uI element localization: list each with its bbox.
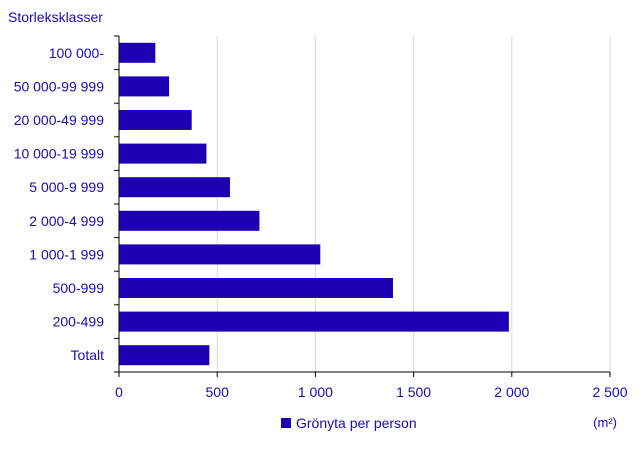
bar	[119, 244, 321, 265]
category-label: 1 000-1 999	[29, 246, 104, 262]
legend-label: Grönyta per person	[296, 415, 417, 431]
bar	[119, 210, 260, 231]
bar	[119, 278, 393, 298]
category-label: 5 000-9 999	[29, 179, 104, 195]
legend-swatch	[281, 418, 291, 428]
unit-label: (m²)	[593, 415, 617, 430]
category-label: 200-499	[53, 314, 105, 330]
bar	[119, 177, 230, 198]
chart-title: Storleksklasser	[8, 9, 103, 25]
category-label: 50 000-99 999	[14, 78, 105, 94]
category-label: 20 000-49 999	[14, 112, 105, 128]
category-label: Totalt	[71, 347, 105, 363]
bar	[119, 110, 192, 130]
axes: 0 500 1 000 1 500 2 000 2 500 100 000- 50 000-9…	[14, 35, 628, 400]
category-label: 10 000-19 999	[14, 146, 105, 162]
bar	[119, 76, 170, 97]
x-tick-label: 1 500	[396, 384, 431, 400]
bar	[119, 42, 156, 63]
x-tick-label: 2 500	[592, 384, 627, 400]
category-label: 100 000-	[49, 45, 105, 61]
x-tick-label: 500	[206, 384, 230, 400]
category-label: 2 000-4 999	[29, 213, 104, 229]
bar	[119, 345, 210, 366]
category-label: 500-999	[53, 280, 105, 296]
x-tick-label: 2 000	[494, 384, 529, 400]
x-tick-label: 0	[115, 384, 123, 400]
bar	[119, 311, 509, 332]
bar	[119, 143, 207, 164]
legend: Grönyta per person	[281, 415, 417, 431]
bars	[119, 42, 509, 366]
x-tick-label: 1 000	[298, 384, 333, 400]
